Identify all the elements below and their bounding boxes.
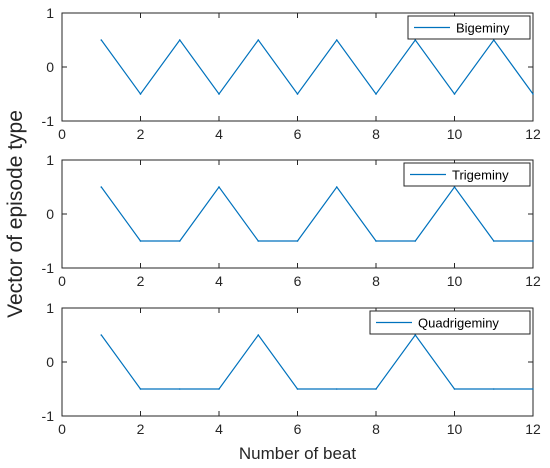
- data-point: [492, 240, 495, 242]
- legend-box: [369, 310, 531, 335]
- x-tick-label: 2: [137, 126, 145, 142]
- data-point: [375, 388, 377, 390]
- data-point: [178, 240, 181, 242]
- data-point: [414, 240, 417, 242]
- data-point: [492, 39, 495, 41]
- x-tick-label: 12: [525, 273, 541, 289]
- y-axis-title: Vector of episode type: [4, 110, 27, 318]
- x-tick-label: 8: [372, 421, 380, 437]
- series-line-quadrigeminy: [100, 333, 533, 390]
- data-point: [218, 186, 220, 188]
- data-point: [139, 240, 142, 242]
- legend-box: [403, 162, 531, 187]
- x-tick-label: 10: [447, 273, 463, 289]
- data-point: [296, 388, 299, 390]
- x-tick-label: 0: [58, 273, 66, 289]
- data-point: [532, 388, 534, 390]
- x-tick-label: 4: [215, 126, 223, 142]
- x-tick-label: 12: [525, 126, 541, 142]
- data-point: [375, 240, 377, 242]
- data-point: [532, 93, 534, 95]
- data-point: [453, 93, 456, 95]
- data-point: [100, 39, 103, 41]
- x-axis-title: Number of beat: [239, 444, 356, 463]
- data-point: [375, 93, 377, 95]
- series-line-trigeminy: [100, 185, 533, 242]
- data-point: [335, 186, 338, 188]
- x-tick-label: 2: [137, 273, 145, 289]
- data-point: [178, 39, 181, 41]
- x-tick-label: 0: [58, 421, 66, 437]
- x-tick-label: 8: [372, 273, 380, 289]
- data-point: [257, 39, 260, 41]
- data-point: [218, 93, 220, 95]
- data-point: [335, 39, 338, 41]
- data-point: [139, 388, 142, 390]
- data-point: [296, 93, 299, 95]
- y-tick-label: 0: [46, 59, 54, 75]
- x-tick-label: 4: [215, 273, 223, 289]
- data-point: [532, 240, 534, 242]
- legend-label: Bigeminy: [456, 21, 510, 36]
- legend: Trigeminy: [403, 162, 531, 187]
- data-point: [453, 388, 456, 390]
- data-point: [257, 334, 260, 336]
- x-tick-label: 0: [58, 126, 66, 142]
- y-tick-label: 0: [46, 206, 54, 222]
- data-point: [257, 240, 260, 242]
- y-tick-label: -1: [42, 113, 55, 129]
- y-tick-label: 1: [46, 152, 54, 168]
- y-tick-label: -1: [42, 260, 55, 276]
- y-tick-label: 0: [46, 354, 54, 370]
- data-point: [414, 334, 417, 336]
- x-tick-label: 8: [372, 126, 380, 142]
- legend-label: Quadrigeminy: [418, 316, 499, 331]
- x-tick-label: 10: [447, 126, 463, 142]
- data-point: [100, 334, 103, 336]
- legend-label: Trigeminy: [452, 168, 509, 183]
- data-point: [100, 186, 103, 188]
- data-point: [492, 388, 495, 390]
- data-point: [335, 388, 338, 390]
- data-point: [414, 39, 417, 41]
- data-point: [178, 388, 181, 390]
- legend: Quadrigeminy: [369, 310, 531, 335]
- y-tick-label: -1: [42, 408, 55, 424]
- x-tick-label: 10: [447, 421, 463, 437]
- x-tick-label: 6: [294, 126, 302, 142]
- legend: Bigeminy: [407, 15, 531, 40]
- series-line-bigeminy: [100, 38, 534, 96]
- x-tick-label: 4: [215, 421, 223, 437]
- y-tick-label: 1: [46, 5, 54, 21]
- x-tick-label: 12: [525, 421, 541, 437]
- y-tick-label: 1: [46, 300, 54, 316]
- x-tick-label: 6: [294, 421, 302, 437]
- legend-box: [407, 15, 531, 40]
- data-point: [139, 93, 142, 95]
- data-point: [296, 240, 299, 242]
- x-tick-label: 6: [294, 273, 302, 289]
- x-tick-label: 2: [137, 421, 145, 437]
- data-point: [453, 186, 456, 188]
- data-point: [218, 388, 220, 390]
